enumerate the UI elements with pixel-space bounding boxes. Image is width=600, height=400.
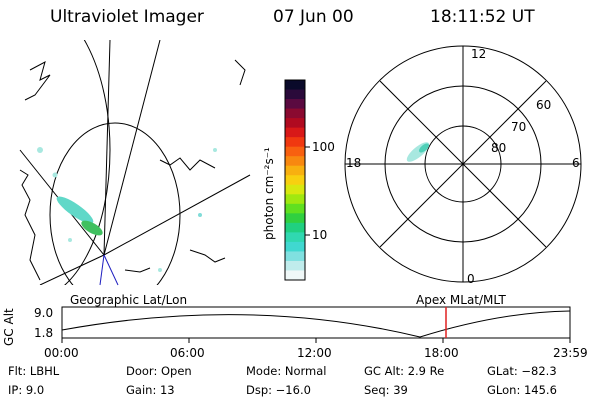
colorbar-cell	[285, 241, 305, 252]
mlt-label-6: 6	[572, 156, 580, 170]
colorbar-cell	[285, 165, 305, 176]
colorbar-cell	[285, 175, 305, 186]
coastline	[234, 59, 246, 86]
door-info: Door: Open	[126, 364, 192, 378]
altitude-curve	[61, 310, 571, 338]
colorbar-cell	[285, 108, 305, 119]
gc-alt-info: GC Alt: 2.9 Re	[364, 364, 445, 378]
gain-info: Gain: 13	[126, 383, 175, 397]
date-label: 07 Jun 00	[273, 7, 354, 27]
apex-label: Apex MLat/MLT	[416, 293, 506, 307]
colorbar-cell	[285, 146, 305, 157]
glon-info: GLon: 145.6	[487, 383, 557, 397]
meridian-line	[39, 254, 105, 285]
colorbar-cell	[285, 213, 305, 224]
coastline	[124, 267, 151, 273]
lat-label-80: 80	[491, 141, 507, 155]
glat-info: GLat: −82.3	[487, 364, 557, 378]
colorbar-cell	[285, 260, 305, 271]
coastline	[24, 61, 51, 101]
colorbar-tick-label: 10	[312, 228, 328, 242]
orbit-xtick: 23:59	[553, 346, 588, 360]
colorbar-cell	[285, 222, 305, 233]
latitude-circle	[64, 40, 111, 285]
coastline	[159, 157, 216, 171]
colorbar-cell	[285, 89, 305, 100]
orbit-xtick: 00:00	[44, 346, 79, 360]
mlt-label-0: 0	[467, 272, 475, 286]
auroral-emission	[37, 147, 217, 272]
coastline	[189, 249, 226, 263]
meridian-line	[103, 40, 111, 256]
orbit-ytick: 1.8	[34, 326, 54, 340]
colorbar-cell	[285, 127, 305, 138]
time-label: 18:11:52 UT	[430, 7, 535, 27]
mlt-line	[379, 80, 547, 248]
meridian-line	[103, 174, 251, 256]
orbit-xtick: 06:00	[170, 346, 205, 360]
colorbar-cell	[285, 80, 305, 91]
colorbar-tick-label: 100	[312, 140, 335, 154]
ip-info: IP: 9.0	[8, 383, 45, 397]
dsp-info: Dsp: −16.0	[246, 383, 311, 397]
colorbar-cell	[285, 270, 305, 281]
colorbar-cell	[285, 118, 305, 129]
orbit-ytick: 9.0	[34, 306, 54, 320]
lat-label-70: 70	[511, 120, 527, 134]
coastline	[19, 169, 41, 281]
orbit-ylabel: GC Alt	[2, 308, 16, 346]
colorbar-cell	[285, 137, 305, 148]
colorbar-cell	[285, 251, 305, 262]
geographic-label: Geographic Lat/Lon	[70, 293, 188, 307]
instrument-title: Ultraviolet Imager	[50, 7, 204, 27]
colorbar-cell	[285, 184, 305, 195]
polar-auroral-emission	[406, 142, 430, 162]
lat-label-60: 60	[536, 98, 552, 112]
mode-info: Mode: Normal	[246, 364, 327, 378]
filter-info: Flt: LBHL	[8, 364, 60, 378]
colorbar-cell	[285, 194, 305, 205]
colorbar-cell	[285, 156, 305, 167]
meridian-line	[103, 40, 161, 256]
latitude-circle	[49, 122, 181, 285]
orbit-xtick: 18:00	[424, 346, 459, 360]
colorbar-cell	[285, 232, 305, 243]
colorbar-cell	[285, 99, 305, 110]
colorbar-cell	[285, 203, 305, 214]
mlt-label-12: 12	[471, 47, 487, 61]
seq-info: Seq: 39	[364, 383, 408, 397]
orbit-xtick: 12:00	[297, 346, 332, 360]
mlt-label-18: 18	[346, 156, 362, 170]
